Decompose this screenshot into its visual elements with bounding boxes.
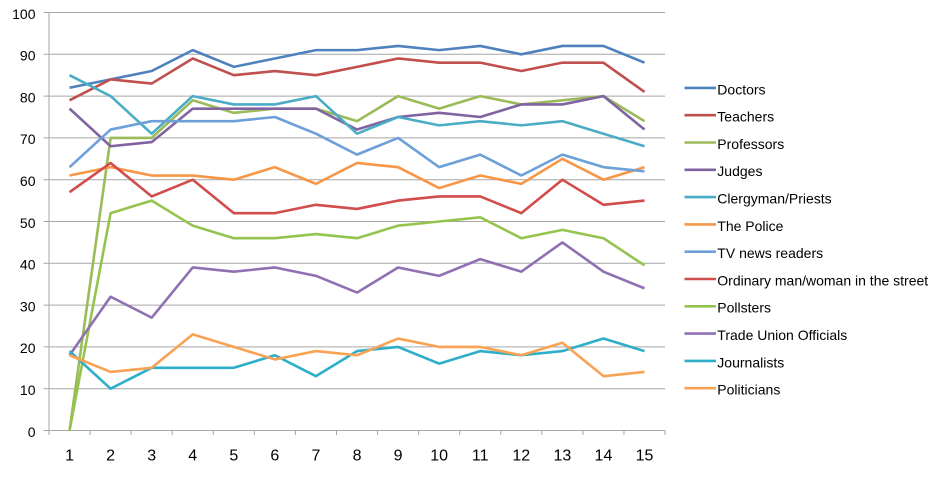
- svg-text:12: 12: [512, 448, 530, 465]
- svg-text:6: 6: [270, 448, 279, 465]
- svg-text:13: 13: [553, 448, 571, 465]
- svg-text:10: 10: [430, 448, 448, 465]
- svg-text:Journalists: Journalists: [717, 354, 784, 370]
- svg-text:Clergyman/Priests: Clergyman/Priests: [717, 191, 831, 207]
- svg-text:Pollsters: Pollsters: [717, 300, 771, 316]
- svg-text:The Police: The Police: [717, 218, 783, 234]
- svg-text:Professors: Professors: [717, 136, 784, 152]
- svg-text:11: 11: [472, 448, 489, 465]
- svg-text:4: 4: [188, 448, 197, 465]
- svg-text:100: 100: [12, 6, 36, 22]
- svg-text:7: 7: [311, 448, 320, 465]
- svg-text:9: 9: [394, 448, 403, 465]
- svg-text:0: 0: [28, 424, 36, 440]
- svg-text:1: 1: [65, 448, 74, 465]
- svg-text:8: 8: [353, 448, 362, 465]
- svg-text:70: 70: [20, 131, 36, 147]
- svg-text:15: 15: [636, 448, 654, 465]
- svg-text:90: 90: [20, 48, 36, 64]
- svg-text:5: 5: [229, 448, 238, 465]
- svg-text:Judges: Judges: [717, 163, 762, 179]
- svg-text:Politicians: Politicians: [717, 382, 780, 398]
- svg-text:2: 2: [106, 448, 115, 465]
- svg-text:20: 20: [20, 340, 36, 356]
- svg-text:30: 30: [20, 298, 36, 314]
- svg-text:TV news readers: TV news readers: [717, 245, 823, 261]
- svg-text:Ordinary man/woman in the stre: Ordinary man/woman in the street: [717, 272, 928, 288]
- svg-text:40: 40: [20, 257, 36, 273]
- svg-text:80: 80: [20, 89, 36, 105]
- svg-text:Trade Union Officials: Trade Union Officials: [717, 327, 847, 343]
- svg-text:Teachers: Teachers: [717, 109, 774, 125]
- svg-text:60: 60: [20, 173, 36, 189]
- svg-text:50: 50: [20, 215, 36, 231]
- svg-text:3: 3: [147, 448, 156, 465]
- svg-text:Doctors: Doctors: [717, 81, 765, 97]
- svg-text:14: 14: [595, 448, 613, 465]
- svg-text:10: 10: [20, 382, 36, 398]
